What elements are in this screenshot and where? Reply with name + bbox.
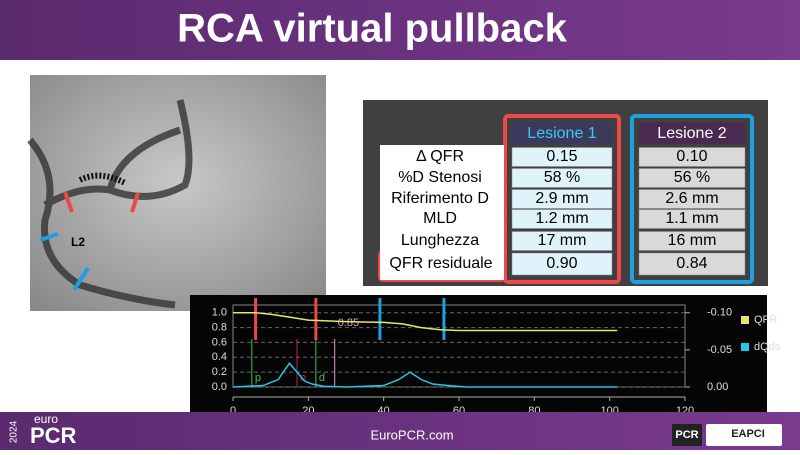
cell: 1.2 mm xyxy=(535,210,588,227)
row-label: Δ QFR xyxy=(416,148,464,165)
column-header-bg xyxy=(639,122,745,144)
row-label: %D Stenosi xyxy=(398,169,482,186)
cell-bg xyxy=(638,147,746,167)
x-tick-label: 0 xyxy=(230,405,236,417)
cell: 16 mm xyxy=(668,232,717,249)
y-tick-label: 0.2 xyxy=(212,366,227,378)
cell-bg xyxy=(511,252,613,276)
cell: 0.15 xyxy=(546,148,577,165)
column-header-bg xyxy=(512,122,612,144)
footer-url: EuroPCR.com xyxy=(370,427,453,442)
row-label: QFR residuale xyxy=(389,255,492,272)
logo-pcr-bg xyxy=(672,424,702,446)
cell: 17 mm xyxy=(538,232,587,249)
y-tick-label: 0.6 xyxy=(212,336,227,348)
logo-eapci: EAPCI xyxy=(731,428,765,440)
row-label-bg xyxy=(380,145,504,280)
row-label: MLD xyxy=(423,210,457,227)
table: Lesione 1 Lesione 2 Δ QFR 0.15 0.10 %D Stenos… xyxy=(380,122,746,280)
y2-tick-label: -0.10 xyxy=(707,307,732,319)
cell-bg xyxy=(638,168,746,188)
marker-label: o xyxy=(300,372,306,384)
cell: 0.10 xyxy=(676,148,707,165)
chart: 0.00.20.40.60.81.0 -0.10-0.050.000 20 40 60 8… xyxy=(212,298,781,417)
legend-label: QFR xyxy=(754,314,777,326)
row-label: Lunghezza xyxy=(401,232,479,249)
cell-bg xyxy=(511,168,613,188)
cell: 2.6 mm xyxy=(665,190,718,207)
footer-brand: PCR xyxy=(30,423,77,448)
y-tick-label: 0.4 xyxy=(212,351,227,363)
series-line xyxy=(232,361,618,388)
lesion1-box xyxy=(503,114,621,284)
footer-brand-top: euro xyxy=(34,412,58,426)
cell: 0.90 xyxy=(546,255,577,272)
y-tick-label: 0.8 xyxy=(212,321,227,333)
cell-bg xyxy=(638,252,746,276)
header-bar xyxy=(0,0,800,60)
footer-bar xyxy=(0,412,800,450)
y2-tick-label: 0.00 xyxy=(707,381,728,393)
logo-pcr: PCR xyxy=(675,429,698,441)
cell-bg xyxy=(638,209,746,229)
marker-label: p xyxy=(255,372,261,384)
cell: 56 % xyxy=(674,169,710,186)
lesion2-box xyxy=(630,114,754,284)
cell: 58 % xyxy=(544,169,580,186)
series-line xyxy=(233,311,618,332)
marker-label: 0.85 xyxy=(338,317,359,329)
column-header: Lesione 2 xyxy=(657,125,726,142)
row-label: Riferimento D xyxy=(391,190,489,207)
column-header: Lesione 1 xyxy=(527,125,596,142)
cell-bg xyxy=(511,147,613,167)
marker-label: d xyxy=(319,372,325,384)
legend-swatch xyxy=(741,316,749,324)
lesion-label: L2 xyxy=(71,235,85,249)
footer-year: 2024 xyxy=(9,420,20,443)
cell: 2.9 mm xyxy=(535,190,588,207)
cell-bg xyxy=(511,209,613,229)
cell: 1.1 mm xyxy=(665,210,718,227)
y-tick-label: 0.0 xyxy=(212,381,227,393)
title: RCA virtual pullback xyxy=(177,7,567,51)
legend-swatch xyxy=(741,343,749,351)
cell-bg xyxy=(511,189,613,209)
cell-bg xyxy=(638,189,746,209)
cell: 0.84 xyxy=(676,255,707,272)
angiogram: L2 xyxy=(27,75,326,311)
y2-tick-label: -0.05 xyxy=(707,344,732,356)
logo-eapci-bg xyxy=(706,424,782,446)
cell-bg xyxy=(638,231,746,251)
legend-label: dQds xyxy=(754,341,781,353)
y-tick-label: 1.0 xyxy=(212,307,227,319)
cell-bg xyxy=(511,231,613,251)
